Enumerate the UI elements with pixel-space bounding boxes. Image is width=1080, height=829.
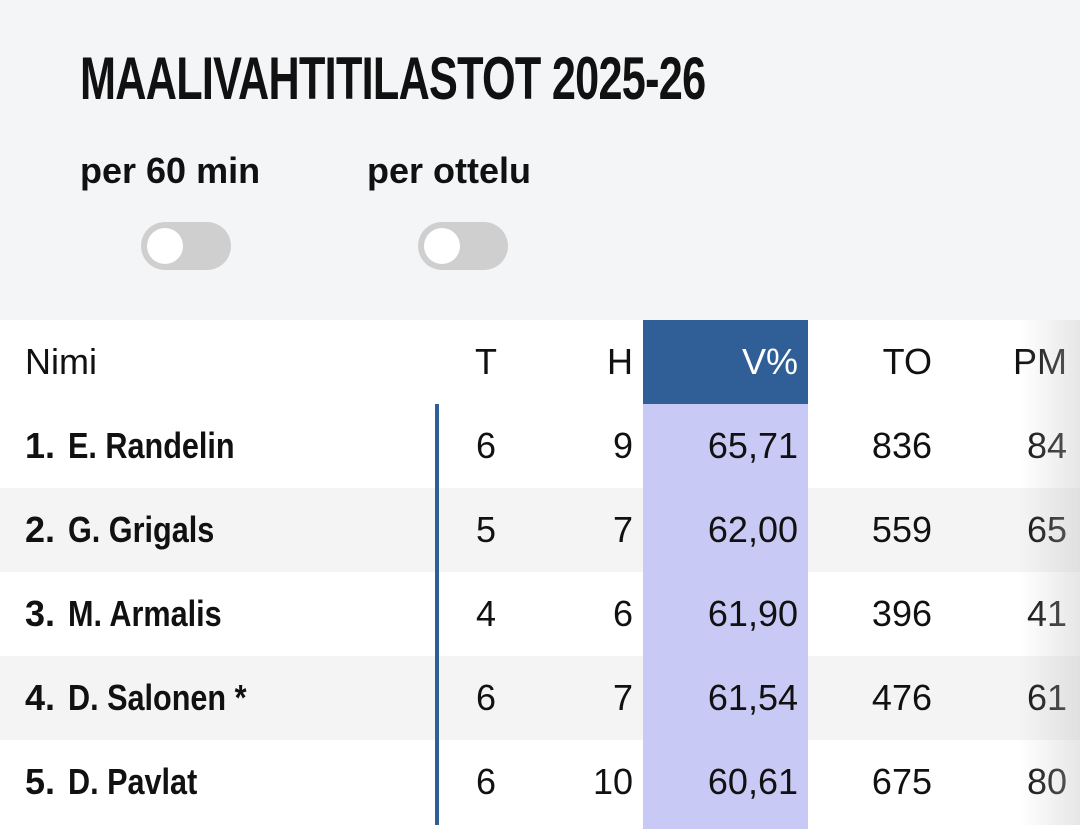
toggle-knob [147, 228, 183, 264]
row-background [0, 488, 1080, 572]
player-name: G. Grigals [68, 509, 215, 550]
stat-value: 65,71 [707, 425, 798, 466]
rank: 1. [25, 425, 56, 466]
stat-value: 84 [1027, 404, 1067, 488]
column-header[interactable]: TO [882, 341, 932, 382]
column-header: Nimi [25, 341, 97, 382]
player-name-cell: M. Armalis [68, 572, 249, 656]
rank: 5. [25, 761, 56, 802]
row-background [0, 656, 1080, 740]
toggle-switch[interactable] [141, 222, 231, 270]
stat-value: 9 [612, 425, 633, 466]
scroll-fade [1020, 320, 1080, 825]
stat-value: 6 [475, 761, 497, 802]
column-header[interactable]: V% [741, 341, 798, 382]
stat-value: 6 [612, 593, 633, 634]
player-name-cell: E. Randelin [68, 404, 264, 488]
stat-value: 7 [612, 677, 633, 718]
stat-value: 65 [1027, 488, 1067, 572]
rank: 3. [25, 593, 56, 634]
player-name-cell: D. Pavlat [68, 740, 220, 824]
rank: 4. [25, 677, 56, 718]
stat-value: 62,00 [707, 509, 798, 550]
column-header[interactable]: H [607, 341, 633, 382]
stat-value: 60,61 [707, 761, 798, 802]
stat-value: 836 [871, 425, 932, 466]
stat-value: 61,90 [707, 593, 798, 634]
stat-value: 6 [475, 425, 497, 466]
stat-value: 476 [871, 677, 932, 718]
stat-value: 80 [1027, 740, 1067, 824]
player-name: D. Salonen * [68, 677, 247, 718]
stat-value: 4 [475, 593, 497, 634]
toggle-label: per ottelu [367, 150, 532, 191]
player-name-cell: D. Salonen * [68, 656, 278, 740]
stat-value: 5 [475, 509, 497, 550]
player-name: M. Armalis [68, 593, 222, 634]
column-header[interactable]: T [475, 341, 497, 382]
toggle-switch[interactable] [418, 222, 508, 270]
header-highlight [643, 320, 808, 404]
stat-value: 61,54 [707, 677, 798, 718]
stat-value: 559 [871, 509, 932, 550]
stat-value: 396 [871, 593, 932, 634]
player-name: E. Randelin [68, 425, 235, 466]
toggle-knob [424, 228, 460, 264]
column-header[interactable]: PM [1013, 320, 1067, 404]
stat-value: 6 [475, 677, 497, 718]
page-title: MAALIVAHTITILASTOT 2025-26 [80, 45, 706, 112]
stat-value: 675 [871, 761, 932, 802]
stat-value: 10 [592, 761, 633, 802]
rank: 2. [25, 509, 56, 550]
stat-value: 7 [612, 509, 633, 550]
stat-value: 61 [1027, 656, 1067, 740]
divider [435, 404, 439, 825]
column-highlight [643, 404, 808, 829]
toggle-label: per 60 min [80, 150, 261, 191]
player-name-cell: G. Grigals [68, 488, 240, 572]
stat-value: 41 [1027, 572, 1067, 656]
player-name: D. Pavlat [68, 761, 198, 802]
